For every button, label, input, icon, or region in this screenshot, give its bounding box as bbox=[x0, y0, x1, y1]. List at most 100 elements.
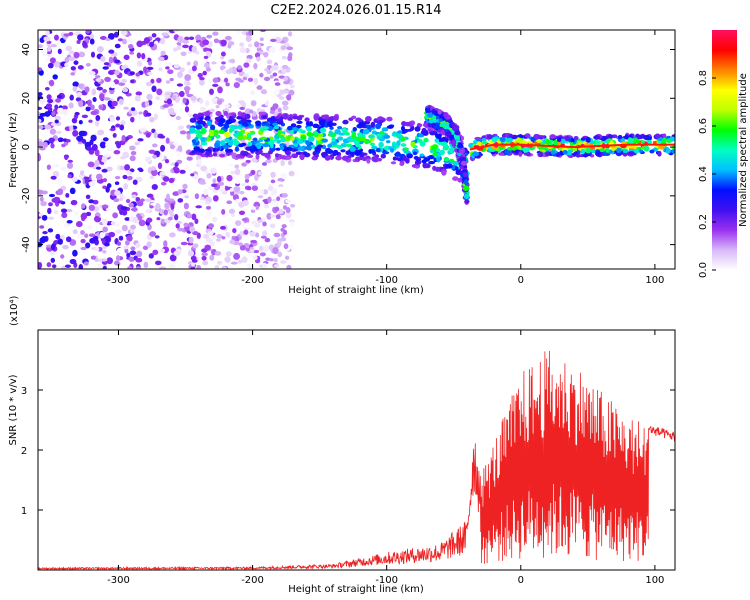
spectrogram-cell bbox=[38, 140, 44, 148]
spectrogram-cell bbox=[272, 247, 279, 255]
spectrogram-cell bbox=[186, 133, 191, 140]
spectrogram-cell bbox=[212, 83, 219, 88]
spectrogram-cell bbox=[245, 35, 252, 42]
spectrogram-cell bbox=[146, 217, 153, 223]
spectrogram-cell bbox=[334, 129, 341, 135]
spectrogram-cell bbox=[400, 143, 407, 147]
spectrogram-cell bbox=[158, 67, 163, 72]
spectrogram-cell bbox=[38, 92, 43, 97]
spectrogram-cell bbox=[493, 136, 499, 140]
spectrogram-cell bbox=[118, 197, 124, 202]
spectrogram-cell bbox=[186, 124, 192, 129]
spectrogram-cell bbox=[193, 115, 199, 119]
spectrogram-cell bbox=[214, 251, 222, 256]
spectrogram-cell bbox=[99, 231, 105, 239]
spectrogram-cell bbox=[249, 231, 256, 237]
spectrogram-cell bbox=[182, 39, 189, 44]
spectrogram-cell bbox=[250, 90, 255, 96]
spectrogram-cell bbox=[240, 183, 247, 187]
tone-core-line bbox=[469, 143, 675, 151]
spectrogram-cell bbox=[204, 115, 211, 120]
spectrogram-cell bbox=[672, 145, 675, 151]
spectrogram-cell bbox=[270, 214, 277, 218]
spectrogram-cell bbox=[51, 111, 56, 116]
spectrogram-cell bbox=[347, 154, 353, 159]
spectrogram-cell bbox=[130, 246, 136, 251]
spectrogram-cell bbox=[365, 124, 372, 130]
spectrogram-cell bbox=[278, 186, 284, 192]
spectrogram-cell bbox=[93, 215, 100, 223]
spectrogram-cell bbox=[48, 193, 56, 198]
spectrogram-cell bbox=[67, 159, 73, 163]
spectrogram-cell bbox=[190, 95, 197, 101]
spectrogram-cell bbox=[633, 139, 640, 144]
spectrogram-cell bbox=[312, 123, 320, 129]
spectrogram-cell bbox=[375, 123, 382, 130]
spectrogram-cell bbox=[137, 138, 144, 142]
spectrogram-cell bbox=[434, 166, 440, 172]
spectrogram-cell bbox=[113, 198, 120, 203]
spectrogram-cell bbox=[355, 142, 360, 148]
spectrogram-cell bbox=[652, 140, 657, 145]
spectrogram-cell bbox=[204, 110, 211, 117]
x-tick-label: -200 bbox=[241, 275, 264, 286]
spectrogram-cell bbox=[125, 240, 130, 246]
spectrogram-cell bbox=[321, 151, 328, 158]
spectrogram-cell bbox=[160, 144, 166, 152]
spectrogram-cell bbox=[157, 59, 163, 65]
spectrogram-cell bbox=[120, 206, 128, 211]
spectrogram-cell bbox=[54, 60, 60, 68]
x-tick-label: 0 bbox=[518, 575, 524, 586]
y-tick-label: 0 bbox=[21, 144, 32, 150]
spectrogram-cell bbox=[51, 264, 57, 269]
spectrogram-cell bbox=[199, 76, 205, 81]
spectrogram-cell bbox=[190, 261, 196, 267]
spectrogram-cell bbox=[549, 134, 557, 139]
spectrogram-cell bbox=[219, 140, 226, 146]
spectrogram-cell bbox=[260, 235, 267, 239]
spectrogram-cell bbox=[219, 118, 226, 124]
spectrogram-cell bbox=[177, 36, 184, 43]
spectrogram-cell bbox=[214, 264, 220, 269]
spectrogram-cell bbox=[115, 255, 121, 262]
spectrogram-cell bbox=[40, 236, 47, 243]
spectrogram-cell bbox=[275, 36, 282, 44]
spectrogram-cell bbox=[195, 124, 203, 130]
spectrogram-cell bbox=[269, 223, 276, 229]
spectrogram-cell bbox=[138, 111, 143, 115]
spectrogram-cell bbox=[366, 158, 371, 164]
spectrogram-cell bbox=[85, 242, 91, 249]
spectrogram-cell bbox=[88, 199, 95, 204]
spectrogram-cell bbox=[99, 141, 107, 149]
spectrogram-cell bbox=[72, 130, 79, 137]
spectrogram-cell bbox=[636, 146, 642, 150]
spectrogram-cell bbox=[560, 138, 566, 145]
spectrogram-cell bbox=[174, 213, 179, 221]
spectrogram-cell bbox=[657, 150, 662, 157]
spectrogram-cell bbox=[70, 66, 76, 71]
spectrogram-cell bbox=[106, 166, 113, 172]
spectrogram-cell bbox=[92, 199, 99, 205]
spectrogram-cell bbox=[182, 183, 188, 190]
spectrogram-cell bbox=[41, 48, 48, 54]
spectrogram-cell bbox=[617, 134, 623, 140]
spectrogram-cell bbox=[341, 155, 349, 161]
spectrogram-cell bbox=[184, 106, 190, 113]
spectrogram-cell bbox=[132, 179, 138, 185]
spectrogram-cell bbox=[220, 56, 225, 60]
spectrogram-cell bbox=[175, 115, 181, 121]
spectrogram-cell bbox=[427, 122, 433, 128]
spectrogram-cell bbox=[154, 203, 161, 210]
spectrogram-cell bbox=[170, 112, 177, 116]
spectrogram-cell bbox=[177, 198, 184, 203]
spectrogram-cell bbox=[296, 115, 303, 121]
spectrogram-cell bbox=[249, 249, 255, 253]
spectrogram-cell bbox=[211, 97, 218, 103]
spectrogram-cell bbox=[100, 258, 108, 262]
spectrogram-cell bbox=[47, 98, 54, 104]
spectrogram-cell bbox=[69, 239, 77, 246]
spectrogram-cell bbox=[462, 185, 470, 191]
spectrogram-cell bbox=[452, 176, 459, 181]
spectrogram-cell bbox=[199, 98, 204, 104]
spectrogram-cell bbox=[70, 199, 78, 206]
